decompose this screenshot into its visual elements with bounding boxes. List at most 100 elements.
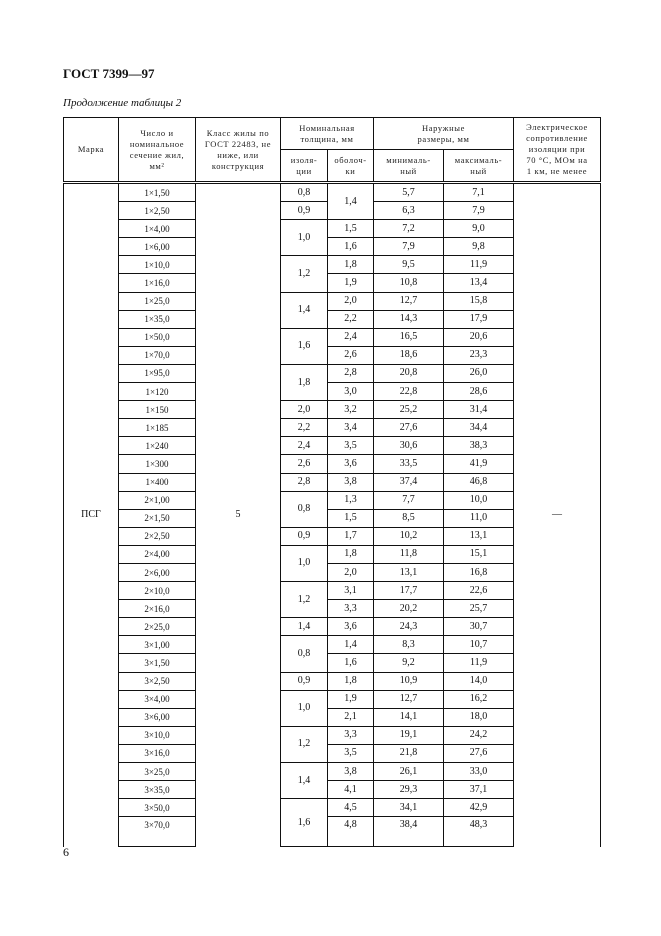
table-row: 1×2,50 0,9 6,3 7,9 bbox=[64, 201, 601, 221]
table-row: 3×6,00 2,1 14,1 18,0 bbox=[64, 707, 601, 727]
cell-cores: 1×95,0 bbox=[118, 363, 196, 384]
cell-max: 11,9 bbox=[442, 653, 515, 673]
cell-sheath: 3,1 bbox=[327, 581, 374, 601]
cell-cores: 1×120 bbox=[118, 382, 196, 402]
cell-min: 6,3 bbox=[373, 201, 444, 221]
cell-min: 18,6 bbox=[373, 345, 444, 365]
cell-sheath: 3,8 bbox=[327, 472, 374, 492]
table-row: 2×6,00 2,0 13,1 16,8 bbox=[64, 562, 601, 583]
table-row: 2×25,0 1,4 3,6 24,3 30,7 bbox=[64, 617, 601, 637]
cell-cores: 1×2,50 bbox=[118, 201, 196, 221]
cell-min: 10,9 bbox=[373, 671, 444, 691]
cell-max: 30,7 bbox=[442, 617, 515, 637]
cell-min: 14,3 bbox=[373, 309, 444, 329]
table-row: 1×70,0 2,6 18,6 23,3 bbox=[64, 345, 601, 365]
cell-cores: 2×1,50 bbox=[118, 508, 196, 528]
cell-min: 20,2 bbox=[373, 599, 444, 619]
cell-insulation: 1,6 bbox=[280, 327, 328, 365]
cell-sheath: 1,8 bbox=[327, 255, 374, 275]
header-outer: Наружные размеры, мм bbox=[372, 117, 515, 150]
cell-cores: 3×70,0 bbox=[118, 816, 196, 848]
cell-insulation: 1,4 bbox=[280, 761, 328, 800]
cell-min: 17,7 bbox=[373, 581, 444, 601]
cell-cores: 2×16,0 bbox=[118, 599, 196, 619]
cell-sheath: 3,2 bbox=[327, 400, 374, 420]
cell-min: 22,8 bbox=[373, 382, 444, 402]
cell-sheath: 3,0 bbox=[327, 382, 374, 402]
cell-min: 10,8 bbox=[373, 273, 444, 293]
cell-min: 27,6 bbox=[373, 418, 444, 438]
table-row: 3×1,00 0,8 1,4 8,3 10,7 bbox=[64, 635, 601, 673]
cell-insulation: 1,0 bbox=[280, 544, 328, 583]
cell-max: 46,8 bbox=[442, 472, 515, 492]
cell-min: 34,1 bbox=[373, 798, 444, 818]
table-row: 1×95,0 1,8 2,8 20,8 26,0 bbox=[64, 363, 601, 402]
cell-min: 11,8 bbox=[373, 544, 444, 564]
cell-max: 14,0 bbox=[442, 671, 515, 691]
cell-sheath: 2,2 bbox=[327, 309, 374, 329]
cell-max: 10,0 bbox=[442, 490, 515, 510]
cell-insulation: 2,6 bbox=[280, 454, 328, 474]
cell-cores: 2×6,00 bbox=[118, 562, 196, 583]
cell-max: 24,2 bbox=[442, 725, 515, 745]
cell-insulation: 0,8 bbox=[280, 490, 328, 528]
cell-sheath: 1,6 bbox=[327, 653, 374, 673]
cell-max: 42,9 bbox=[442, 798, 515, 818]
table-row: 3×70,0 4,8 38,4 48,3 bbox=[64, 816, 601, 848]
table-row: 3×35,0 4,1 29,3 37,1 bbox=[64, 780, 601, 800]
cell-min: 7,7 bbox=[373, 490, 444, 510]
table-row: 3×16,0 3,5 21,8 27,6 bbox=[64, 743, 601, 764]
table-row: 1×120 3,0 22,8 28,6 bbox=[64, 382, 601, 402]
cell-min: 8,3 bbox=[373, 635, 444, 655]
cell-min: 19,1 bbox=[373, 725, 444, 745]
cell-max: 23,3 bbox=[442, 345, 515, 365]
cell-sheath: 3,5 bbox=[327, 436, 374, 456]
table-row: 2×16,0 3,3 20,2 25,7 bbox=[64, 599, 601, 619]
cell-sheath: 1,5 bbox=[327, 219, 374, 239]
cell-cores: 3×1,00 bbox=[118, 635, 196, 655]
cell-cores: 1×400 bbox=[118, 472, 196, 492]
table-row: 3×2,50 0,9 1,8 10,9 14,0 bbox=[64, 671, 601, 691]
cell-cores: 3×10,0 bbox=[118, 725, 196, 745]
cell-cores: 1×4,00 bbox=[118, 219, 196, 239]
cell-min: 37,4 bbox=[373, 472, 444, 492]
cell-insulation: 0,9 bbox=[280, 201, 328, 221]
cell-sheath: 2,0 bbox=[327, 291, 374, 311]
cell-insulation: 1,2 bbox=[280, 725, 328, 764]
cell-sheath: 1,7 bbox=[327, 526, 374, 546]
cell-max: 31,4 bbox=[442, 400, 515, 420]
cell-min: 21,8 bbox=[373, 743, 444, 764]
cable-dimensions-table: Марка Число и номинальное сечение жил, м… bbox=[63, 117, 602, 848]
cell-resistance: — bbox=[513, 182, 602, 847]
cell-min: 5,7 bbox=[373, 181, 444, 203]
table-row: 2×4,00 1,0 1,8 11,8 15,1 bbox=[64, 544, 601, 583]
cell-cores: 1×16,0 bbox=[118, 273, 196, 293]
table-row: 3×1,50 1,6 9,2 11,9 bbox=[64, 653, 601, 673]
cell-min: 26,1 bbox=[373, 761, 444, 782]
cell-cores: 1×150 bbox=[118, 400, 196, 420]
cell-max: 9,8 bbox=[442, 237, 515, 257]
cell-cores: 2×1,00 bbox=[118, 490, 196, 510]
cell-max: 26,0 bbox=[442, 363, 515, 384]
cell-max: 9,0 bbox=[442, 219, 515, 239]
table-row: 1×240 2,4 3,5 30,6 38,3 bbox=[64, 436, 601, 456]
cell-max: 13,1 bbox=[442, 526, 515, 546]
cell-max: 37,1 bbox=[442, 780, 515, 800]
table-row: 3×4,00 1,0 1,9 12,7 16,2 bbox=[64, 689, 601, 727]
cell-sheath: 1,6 bbox=[327, 237, 374, 257]
cell-min: 7,9 bbox=[373, 237, 444, 257]
table-caption: Продолжение таблицы 2 bbox=[63, 97, 182, 109]
cell-sheath: 3,5 bbox=[327, 743, 374, 764]
cell-insulation: 1,6 bbox=[280, 798, 328, 848]
cell-insulation: 1,0 bbox=[280, 689, 328, 727]
cell-max: 41,9 bbox=[442, 454, 515, 474]
cell-insulation: 1,2 bbox=[280, 255, 328, 293]
cell-max: 20,6 bbox=[442, 327, 515, 347]
cell-max: 17,9 bbox=[442, 309, 515, 329]
table-row: 2×1,50 1,5 8,5 11,0 bbox=[64, 508, 601, 528]
cell-sheath: 2,4 bbox=[327, 327, 374, 347]
cell-sheath: 4,8 bbox=[327, 816, 374, 848]
cell-max: 28,6 bbox=[442, 382, 515, 402]
cell-min: 10,2 bbox=[373, 526, 444, 546]
cell-max: 7,1 bbox=[442, 181, 515, 203]
